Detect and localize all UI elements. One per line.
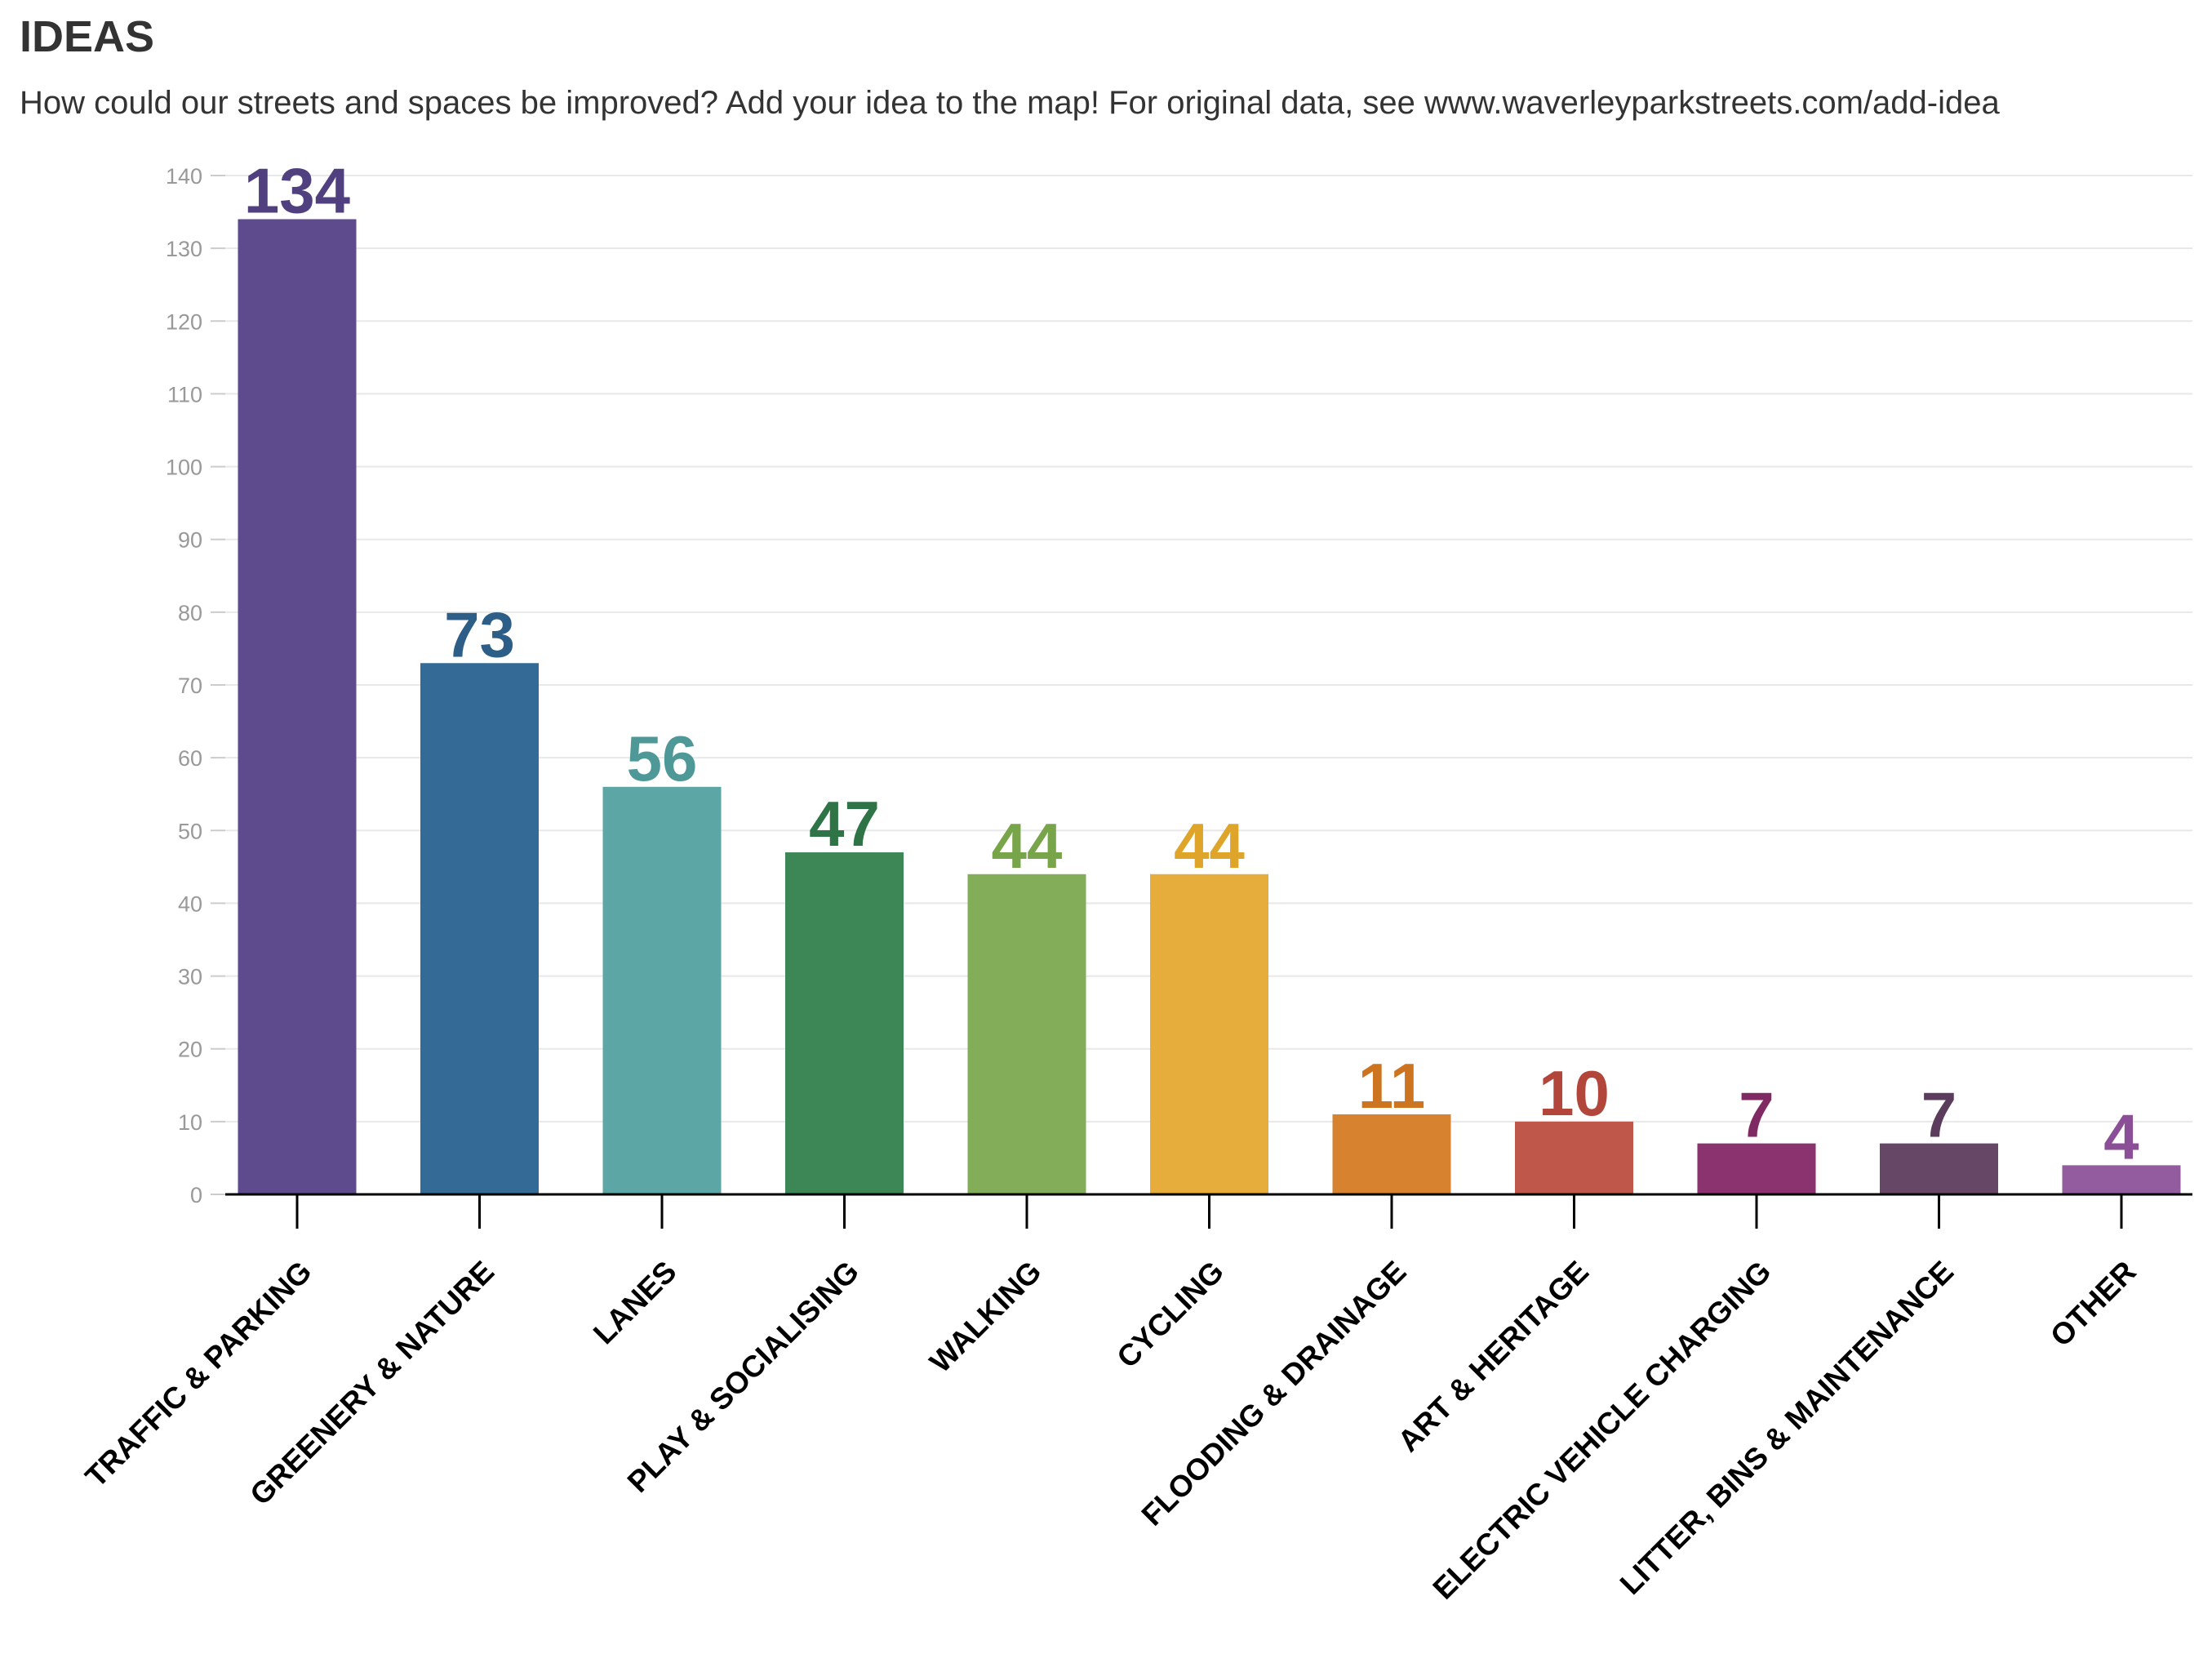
y-tick-label: 140 — [166, 164, 202, 189]
x-tick-label: ART & HERITAGE — [1392, 1255, 1595, 1458]
y-tick-label: 60 — [178, 746, 202, 771]
y-tick-label: 100 — [166, 456, 202, 480]
y-tick-label: 120 — [166, 309, 202, 334]
data-label: 47 — [809, 788, 880, 860]
y-tick-label: 20 — [178, 1038, 202, 1062]
data-label: 56 — [627, 723, 698, 794]
value-labels: 134 73 56 47 44 44 11 10 7 7 4 — [244, 154, 2139, 1172]
bar — [1332, 1114, 1451, 1194]
y-tick-label: 80 — [178, 601, 202, 625]
data-label: 7 — [1739, 1079, 1774, 1151]
data-label: 4 — [2103, 1100, 2139, 1172]
bar — [1150, 874, 1268, 1194]
bars — [238, 219, 2181, 1194]
y-tick-label: 110 — [167, 382, 202, 407]
bar — [602, 786, 722, 1194]
data-label: 11 — [1358, 1050, 1425, 1122]
x-tick-label: OTHER — [2044, 1255, 2143, 1354]
bar — [785, 852, 904, 1194]
bar — [420, 663, 539, 1194]
bar — [238, 219, 357, 1194]
x-tick-label: ELECTRIC VEHICLE CHARGING — [1426, 1255, 1777, 1606]
x-tick-label: LITTER, BINS & MAINTENANCE — [1614, 1255, 1960, 1601]
x-tick-label: LANES — [587, 1255, 683, 1351]
bar — [2062, 1165, 2181, 1194]
bar — [1880, 1143, 1998, 1194]
y-axis-ticks: 0 10 20 30 40 50 60 70 80 90 100 110 120 130 140 — [166, 164, 225, 1207]
gridlines — [225, 175, 2192, 1123]
bar — [1697, 1143, 1816, 1194]
x-axis — [225, 1193, 2192, 1229]
bar — [1515, 1121, 1633, 1194]
data-label: 73 — [444, 598, 515, 670]
data-label: 10 — [1539, 1057, 1610, 1129]
y-tick-label: 30 — [178, 965, 202, 989]
y-tick-label: 10 — [178, 1110, 202, 1135]
data-label: 44 — [1174, 810, 1245, 882]
y-tick-label: 0 — [190, 1183, 202, 1207]
y-tick-label: 50 — [178, 819, 202, 843]
x-tick-label: CYCLING — [1110, 1255, 1230, 1375]
data-label: 7 — [1921, 1079, 1957, 1151]
y-tick-label: 70 — [178, 674, 202, 698]
bar — [967, 874, 1086, 1194]
chart-title: IDEAS — [20, 12, 155, 61]
y-tick-label: 130 — [166, 237, 202, 261]
y-tick-label: 90 — [178, 528, 202, 553]
data-label: 134 — [244, 154, 350, 226]
x-tick-label: WALKING — [923, 1255, 1048, 1380]
chart-subtitle: How could our streets and spaces be impr… — [20, 85, 2000, 121]
y-tick-label: 40 — [178, 891, 202, 916]
data-label: 44 — [992, 810, 1063, 882]
